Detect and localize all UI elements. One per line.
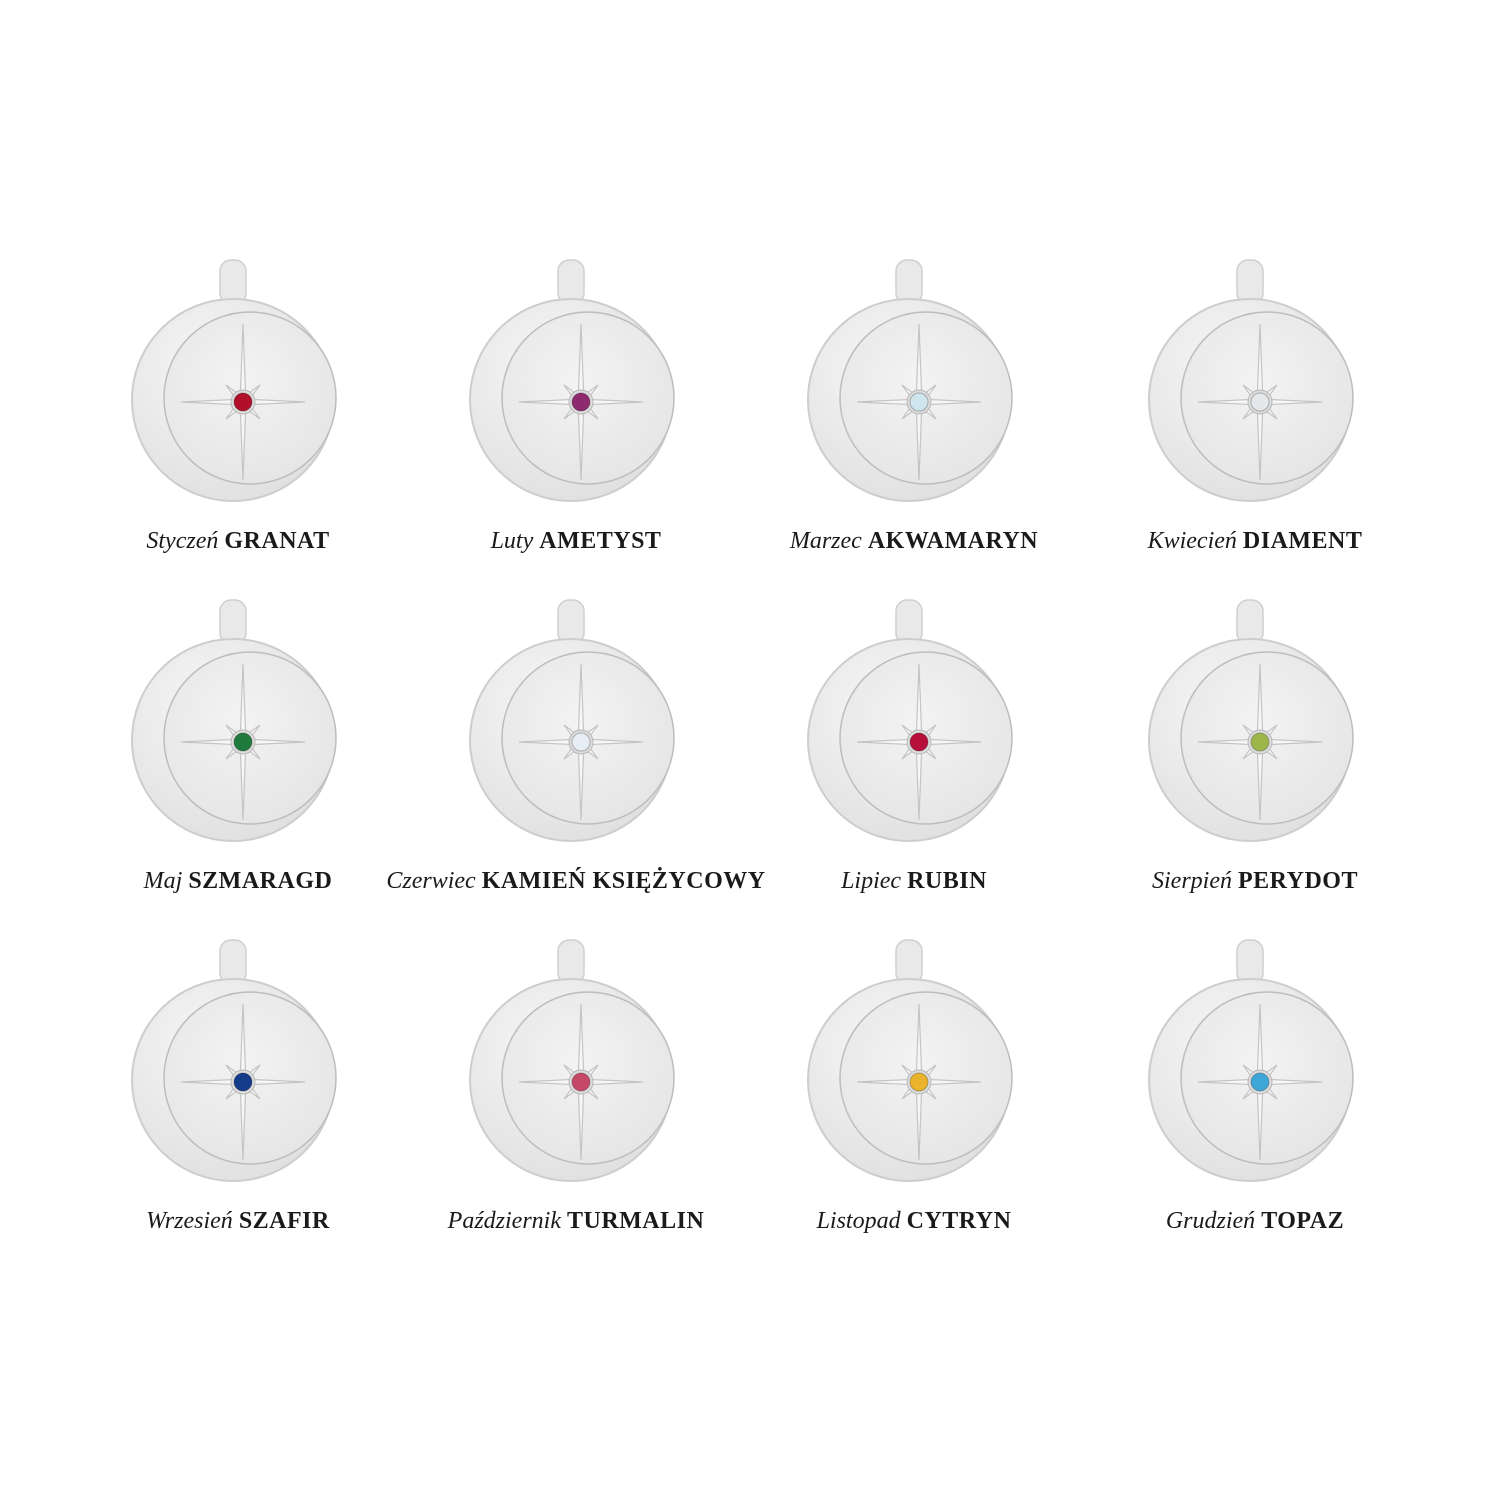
month-name: Marzec (789, 528, 862, 554)
month-name: Maj (143, 868, 183, 894)
month-name: Luty (490, 528, 534, 554)
pendant (1148, 259, 1354, 502)
pendant (807, 939, 1013, 1182)
stone-name: CYTRYN (907, 1208, 1012, 1234)
pendant-label: Kwiecień DIAMENT (1147, 528, 1363, 554)
pendant (1148, 939, 1354, 1182)
pendant-label: Październik TURMALIN (447, 1208, 705, 1234)
month-name: Październik (447, 1208, 562, 1234)
pendant-label: Styczeń GRANAT (146, 528, 329, 554)
pendant-label: Listopad CYTRYN (816, 1208, 1012, 1234)
bail (895, 939, 923, 985)
pendant (469, 599, 675, 842)
pendant (469, 939, 675, 1182)
month-name: Listopad (816, 1208, 902, 1234)
month-name: Styczeń (146, 528, 218, 554)
stone-name: TOPAZ (1261, 1208, 1344, 1234)
gem (233, 392, 253, 412)
bail (219, 259, 247, 305)
gem (571, 392, 591, 412)
pendant-label: Luty AMETYST (490, 528, 662, 554)
stone-name: RUBIN (907, 868, 987, 894)
stone-name: SZAFIR (239, 1208, 330, 1234)
pendant (807, 599, 1013, 842)
gem (233, 1072, 253, 1092)
pendant-label: Sierpień PERYDOT (1152, 868, 1358, 894)
pendant-label: Marzec AKWAMARYN (789, 528, 1038, 554)
bail (895, 259, 923, 305)
gem (571, 1072, 591, 1092)
gem (909, 392, 929, 412)
bail (557, 939, 585, 985)
gem (571, 732, 591, 752)
month-name: Wrzesień (146, 1208, 233, 1234)
pendant-label: Maj SZMARAGD (143, 868, 333, 894)
bail (219, 599, 247, 645)
stone-name: KAMIEŃ KSIĘŻYCOWY (482, 868, 766, 894)
pendant-label: Czerwiec KAMIEŃ KSIĘŻYCOWY (386, 868, 765, 894)
gem (909, 732, 929, 752)
month-name: Sierpień (1152, 868, 1232, 894)
bail (895, 599, 923, 645)
month-name: Lipiec (840, 868, 901, 894)
gem (909, 1072, 929, 1092)
stone-name: PERYDOT (1238, 868, 1358, 894)
pendant (131, 939, 337, 1182)
gem (1250, 732, 1270, 752)
bail (1236, 599, 1264, 645)
bail (219, 939, 247, 985)
gem (1250, 1072, 1270, 1092)
bail (1236, 259, 1264, 305)
pendant (807, 259, 1013, 502)
bail (557, 259, 585, 305)
month-name: Czerwiec (386, 868, 476, 894)
month-name: Kwiecień (1147, 528, 1237, 554)
gem (233, 732, 253, 752)
bail (557, 599, 585, 645)
pendant-label: Wrzesień SZAFIR (146, 1208, 330, 1234)
pendant (131, 599, 337, 842)
stone-name: AKWAMARYN (868, 528, 1038, 554)
bail (1236, 939, 1264, 985)
pendant (131, 259, 337, 502)
pendant-label: Lipiec RUBIN (840, 868, 987, 894)
month-name: Grudzień (1166, 1208, 1255, 1234)
pendant (469, 259, 675, 502)
pendant-label: Grudzień TOPAZ (1166, 1208, 1344, 1234)
stone-name: SZMARAGD (188, 868, 332, 894)
gem (1250, 392, 1270, 412)
stone-name: AMETYST (539, 528, 661, 554)
stone-name: DIAMENT (1243, 528, 1363, 554)
stone-name: GRANAT (224, 528, 329, 554)
pendant (1148, 599, 1354, 842)
stone-name: TURMALIN (567, 1208, 705, 1234)
